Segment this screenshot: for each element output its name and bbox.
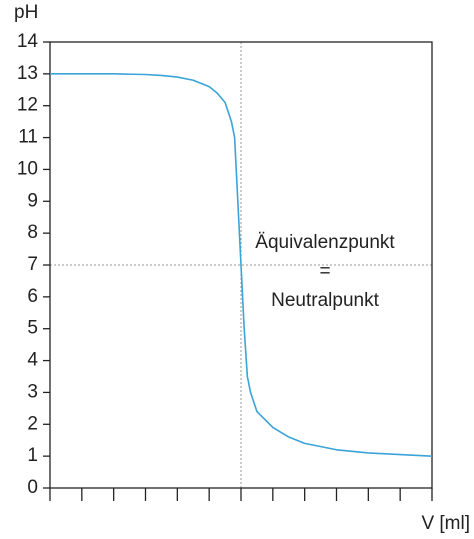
annotation: Neutralpunkt <box>271 290 379 311</box>
y-tick-label: 0 <box>27 477 38 498</box>
x-axis-label: V [ml] <box>421 513 470 534</box>
y-tick-label: 12 <box>17 95 38 116</box>
annotation: Äquivalenzpunkt <box>255 232 395 253</box>
y-tick-label: 4 <box>27 350 38 371</box>
y-tick-label: 13 <box>17 63 38 84</box>
y-tick-label: 5 <box>27 318 38 339</box>
annotation: = <box>319 261 330 282</box>
y-tick-label: 1 <box>27 445 38 466</box>
y-tick-label: 2 <box>27 413 38 434</box>
y-axis-label: pH <box>14 2 38 23</box>
y-tick-label: 8 <box>27 222 38 243</box>
y-tick-label: 10 <box>17 158 38 179</box>
curve <box>50 73 433 457</box>
y-tick-label: 11 <box>18 127 38 148</box>
y-tick-label: 3 <box>27 381 38 402</box>
y-tick-label: 9 <box>27 190 38 211</box>
y-tick-label: 14 <box>17 31 39 52</box>
y-tick-label: 7 <box>27 254 38 275</box>
y-tick-label: 6 <box>27 286 38 307</box>
